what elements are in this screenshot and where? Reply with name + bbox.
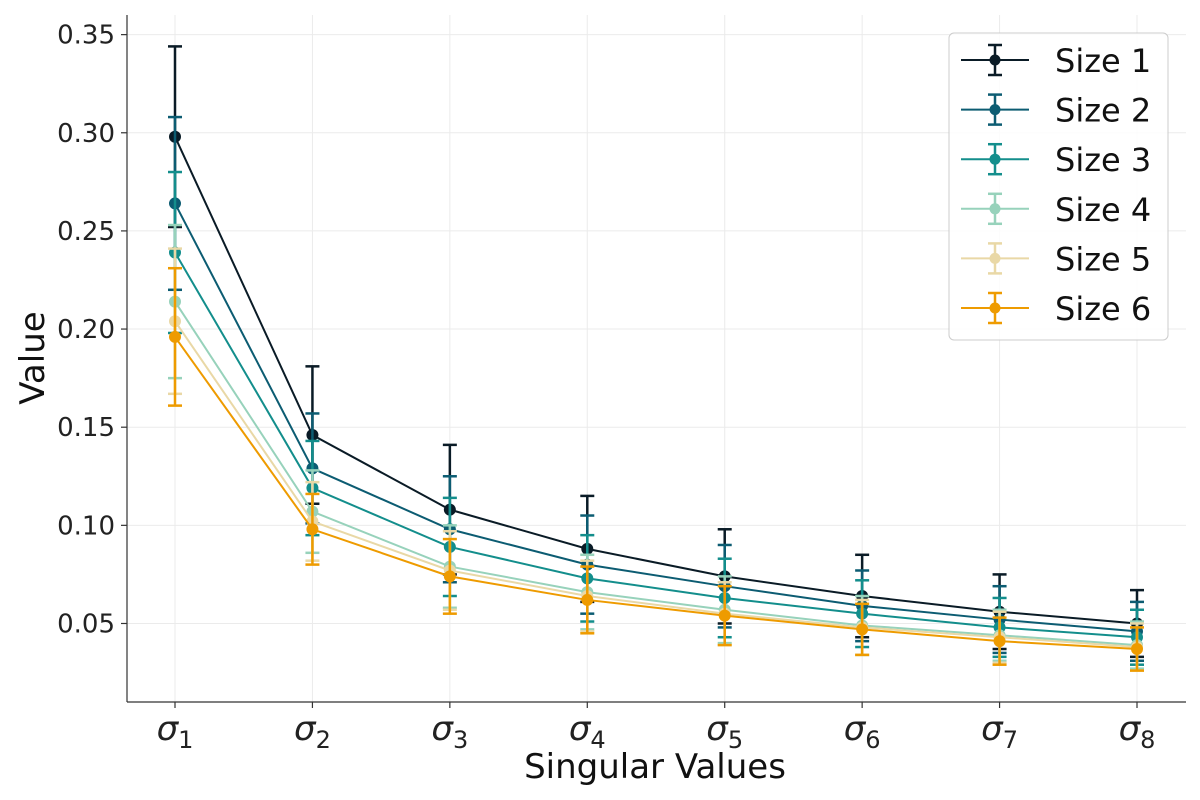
legend-marker [989, 54, 1001, 66]
series-line [174, 320, 1138, 649]
data-point [306, 523, 319, 536]
y-axis-ticks: 0.05 0.10 0.15 0.20 0.25 0.30 0.35 [57, 21, 127, 639]
series-line [174, 202, 1138, 633]
series-line [174, 252, 1138, 639]
y-axis-title: Value [13, 311, 53, 404]
legend-item: Size 3 [961, 141, 1151, 179]
series-size-6 [168, 266, 1144, 672]
x-axis-ticks: σ1 σ2 σ3 σ4 σ5 σ6 σ7 σ8 [157, 702, 1156, 754]
y-tick-label: 0.10 [57, 511, 115, 541]
data-point [443, 570, 456, 583]
axes [126, 15, 1186, 703]
legend-label: Size 4 [1055, 191, 1151, 229]
x-tick-label: σ2 [294, 709, 331, 754]
legend-item: Size 6 [961, 290, 1151, 328]
legend-label: Size 6 [1055, 290, 1151, 328]
legend-label: Size 1 [1055, 42, 1151, 80]
data-point [1131, 643, 1143, 656]
legend-marker [989, 153, 1001, 165]
x-tick-label: σ5 [706, 709, 743, 754]
data-point [169, 330, 181, 343]
data-point [856, 623, 869, 636]
x-tick-label: σ8 [1119, 709, 1156, 754]
series-line [174, 301, 1138, 647]
legend-marker [989, 252, 1001, 264]
y-tick-label: 0.05 [57, 609, 115, 639]
y-tick-label: 0.30 [57, 119, 115, 149]
legend-item: Size 5 [961, 240, 1151, 278]
series-line [174, 336, 1138, 651]
legend-label: Size 3 [1055, 141, 1151, 179]
x-axis-title: Singular Values [524, 747, 786, 787]
series-line [174, 136, 1138, 625]
x-tick-label: σ4 [569, 709, 606, 754]
x-tick-label: σ1 [157, 709, 194, 754]
y-tick-label: 0.20 [57, 315, 115, 345]
data-point [993, 635, 1006, 648]
x-tick-label: σ6 [844, 709, 881, 754]
x-tick-label: σ3 [431, 709, 468, 754]
legend-marker [989, 302, 1001, 314]
y-tick-label: 0.35 [57, 21, 115, 51]
legend-marker [989, 203, 1001, 215]
legend: Size 1 Size 2 Size 3 Size 4 Size 5 Size 6 [948, 32, 1169, 341]
y-tick-label: 0.15 [57, 413, 115, 443]
legend-label: Size 5 [1055, 240, 1151, 278]
legend-item: Size 2 [961, 92, 1151, 130]
data-point [581, 593, 594, 606]
x-tick-label: σ7 [981, 709, 1018, 754]
series-group [168, 45, 1144, 672]
legend-item: Size 1 [961, 42, 1151, 80]
y-tick-label: 0.25 [57, 217, 115, 247]
data-point [718, 609, 731, 622]
legend-item: Size 4 [961, 191, 1151, 229]
legend-marker [989, 104, 1001, 116]
legend-label: Size 2 [1055, 92, 1151, 130]
